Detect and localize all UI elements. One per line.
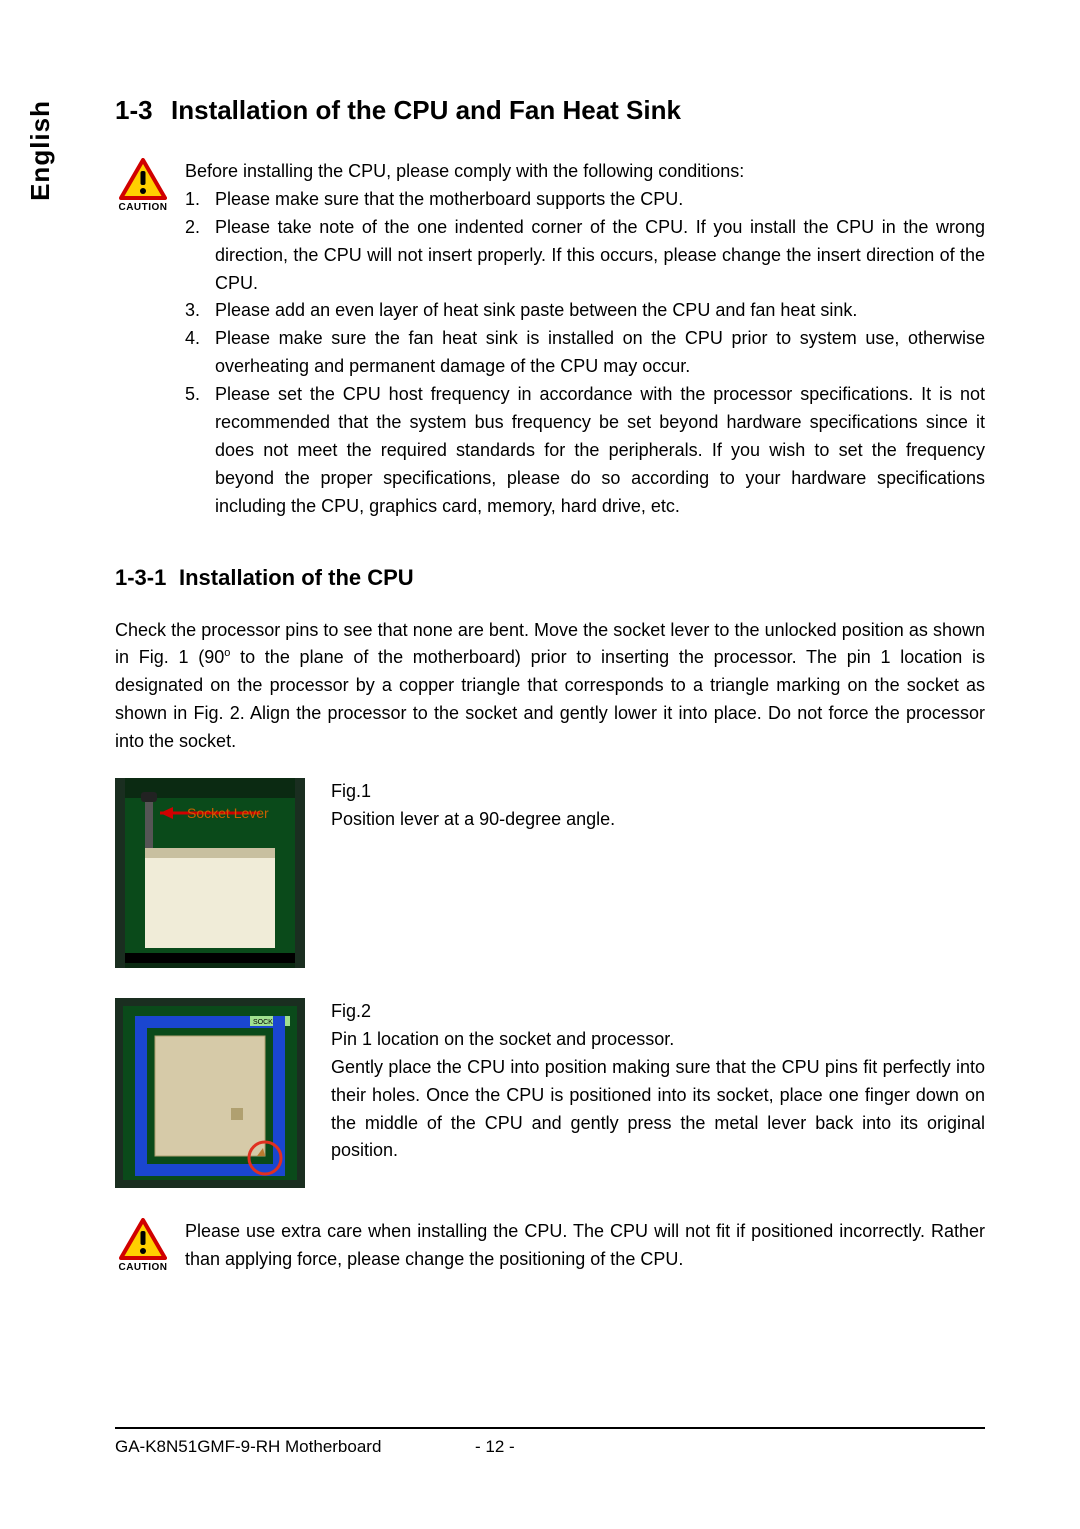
conditions-list: 1.Please make sure that the motherboard … xyxy=(185,186,985,521)
subsection-heading: 1-3-1Installation of the CPU xyxy=(115,565,985,591)
figure-1-label: Fig.1 xyxy=(331,778,985,806)
footer-rule xyxy=(115,1427,985,1429)
item-text: Please make sure that the motherboard su… xyxy=(215,186,985,214)
item-text: Please set the CPU host frequency in acc… xyxy=(215,381,985,520)
item-text: Please take note of the one indented cor… xyxy=(215,214,985,298)
caution-block: CAUTION Before installing the CPU, pleas… xyxy=(115,158,985,521)
item-text: Please make sure the fan heat sink is in… xyxy=(215,325,985,381)
caution-icon xyxy=(119,1218,167,1260)
item-number: 4. xyxy=(185,325,215,381)
section-number: 1-3 xyxy=(115,95,171,126)
caution-label: CAUTION xyxy=(118,202,167,213)
subsection-number: 1-3-1 xyxy=(115,565,179,591)
item-number: 5. xyxy=(185,381,215,520)
item-text: Please add an even layer of heat sink pa… xyxy=(215,297,985,325)
figure-2-image: SOCKET xyxy=(115,998,305,1188)
figure-1-text: Fig.1 Position lever at a 90-degree angl… xyxy=(331,778,985,834)
footer-page: - 12 - xyxy=(475,1437,515,1457)
section-heading: 1-3Installation of the CPU and Fan Heat … xyxy=(115,95,985,126)
language-tab: English xyxy=(25,100,56,201)
figure-2-caption: Pin 1 location on the socket and process… xyxy=(331,1026,985,1054)
list-item: 1.Please make sure that the motherboard … xyxy=(185,186,985,214)
body-post: to the plane of the motherboard) prior t… xyxy=(115,647,985,751)
figure-1-caption: Position lever at a 90-degree angle. xyxy=(331,806,985,834)
list-item: 5.Please set the CPU host frequency in a… xyxy=(185,381,985,520)
list-item: 2.Please take note of the one indented c… xyxy=(185,214,985,298)
figure-1-image: Socket Lever xyxy=(115,778,305,968)
caution-label: CAUTION xyxy=(118,1262,167,1273)
subsection-title: Installation of the CPU xyxy=(179,565,414,590)
caution-icon xyxy=(119,158,167,200)
figure-2-text: Fig.2 Pin 1 location on the socket and p… xyxy=(331,998,985,1165)
caution-icon-wrap: CAUTION xyxy=(115,158,171,213)
final-caution-block: CAUTION Please use extra care when insta… xyxy=(115,1218,985,1274)
footer-model: GA-K8N51GMF-9-RH Motherboard xyxy=(115,1437,475,1457)
body-paragraph: Check the processor pins to see that non… xyxy=(115,617,985,756)
list-item: 4.Please make sure the fan heat sink is … xyxy=(185,325,985,381)
list-item: 3.Please add an even layer of heat sink … xyxy=(185,297,985,325)
item-number: 3. xyxy=(185,297,215,325)
caution-icon-wrap: CAUTION xyxy=(115,1218,171,1273)
item-number: 2. xyxy=(185,214,215,298)
socket-lever-callout: Socket Lever xyxy=(187,805,269,821)
page-footer: GA-K8N51GMF-9-RH Motherboard - 12 - xyxy=(115,1427,985,1457)
caution-intro: Before installing the CPU, please comply… xyxy=(185,158,985,186)
figure-2-body: Gently place the CPU into position makin… xyxy=(331,1054,985,1166)
figure-1-row: Socket Lever Fig.1 Position lever at a 9… xyxy=(115,778,985,968)
final-caution-text: Please use extra care when installing th… xyxy=(185,1218,985,1274)
figure-2-label: Fig.2 xyxy=(331,998,985,1026)
item-number: 1. xyxy=(185,186,215,214)
section-title: Installation of the CPU and Fan Heat Sin… xyxy=(171,95,681,125)
figure-2-row: SOCKET Fig.2 Pin 1 location on the socke… xyxy=(115,998,985,1188)
